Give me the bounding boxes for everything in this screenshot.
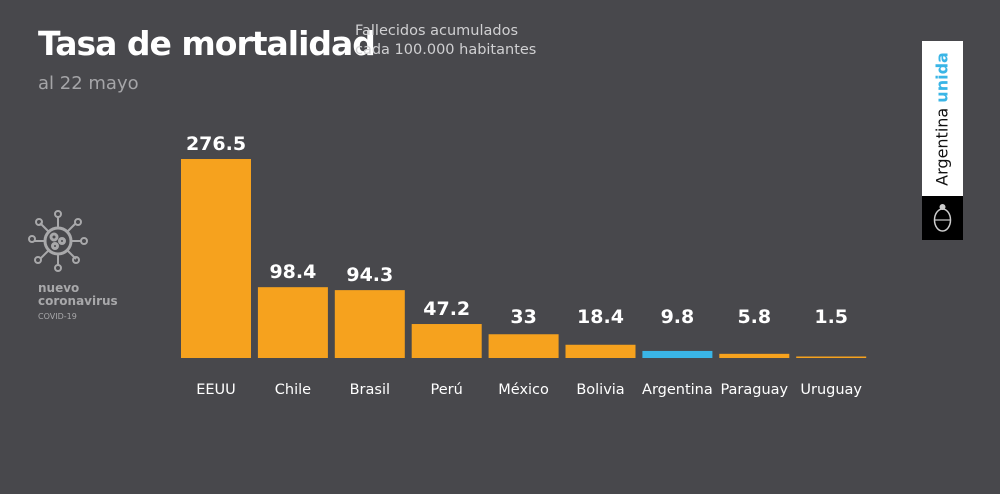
- badge-line3: COVID-19: [38, 312, 77, 321]
- bar-argentina: [642, 350, 713, 358]
- category-label: Paraguay: [720, 382, 788, 398]
- bar-méxico: [488, 334, 559, 358]
- data-label: 5.8: [737, 306, 771, 328]
- badge-line1: nuevo: [38, 281, 80, 295]
- coronavirus-icon: [28, 210, 88, 272]
- subtitle-line1: Fallecidos acumulados: [355, 23, 519, 39]
- bar-chile: [257, 287, 328, 358]
- logo-white-panel: Argentina unida: [922, 41, 963, 196]
- argentina-unida-logo: Argentina unida: [922, 41, 963, 240]
- page-title: Tasa de mortalidad: [38, 24, 376, 63]
- data-label: 1.5: [814, 306, 848, 328]
- category-label: Uruguay: [800, 382, 862, 398]
- subtitle-line2: cada 100.000 habitantes: [355, 42, 537, 58]
- category-label: México: [498, 382, 549, 398]
- bar-eeuu: [181, 159, 251, 358]
- category-label: Bolivia: [576, 382, 624, 398]
- data-label: 9.8: [661, 306, 695, 328]
- category-label: Perú: [431, 382, 463, 398]
- data-label: 33: [510, 306, 536, 328]
- data-label: 276.5: [186, 133, 246, 155]
- category-label: EEUU: [196, 382, 236, 398]
- chart-subtitle: Fallecidos acumulados cada 100.000 habit…: [355, 22, 536, 60]
- logo-black-panel: [922, 196, 963, 240]
- data-label: 18.4: [577, 306, 624, 328]
- coronavirus-badge: nuevo coronavirus COVID-19: [38, 282, 118, 323]
- data-label: 94.3: [346, 264, 393, 286]
- bar-brasil: [334, 290, 405, 358]
- badge-line2: coronavirus: [38, 294, 118, 308]
- bar-bolivia: [565, 344, 636, 358]
- data-label: 47.2: [423, 298, 470, 320]
- bar-uruguay: [796, 356, 867, 358]
- bar-paraguay: [719, 353, 790, 358]
- category-label: Chile: [275, 382, 311, 398]
- data-label: 98.4: [269, 261, 316, 283]
- category-label: Brasil: [350, 382, 390, 398]
- date-label: al 22 mayo: [38, 73, 139, 94]
- category-label: Argentina: [642, 382, 713, 398]
- bar-perú: [411, 324, 482, 358]
- coat-of-arms-icon: [933, 204, 952, 232]
